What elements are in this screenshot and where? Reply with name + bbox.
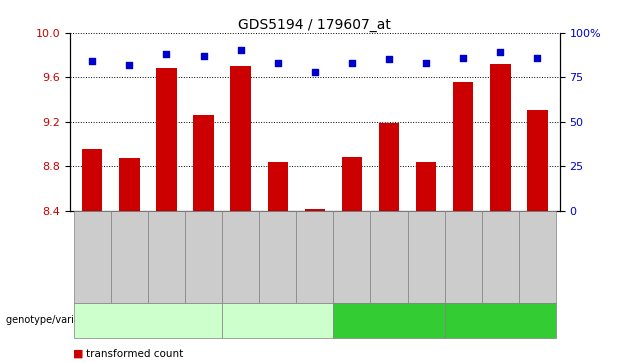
Title: GDS5194 / 179607_at: GDS5194 / 179607_at — [238, 18, 391, 32]
Text: lsp-1(qm150) ced-4(n116
2) double mutant: lsp-1(qm150) ced-4(n116 2) double mutant — [447, 311, 554, 330]
Text: genotype/variation  ▶: genotype/variation ▶ — [6, 315, 113, 325]
Bar — [230, 66, 251, 211]
Bar — [379, 123, 399, 211]
Text: GSM1305995: GSM1305995 — [310, 231, 319, 282]
Bar — [416, 162, 436, 211]
Text: GSM1306006: GSM1306006 — [496, 231, 505, 282]
Point — [421, 60, 431, 66]
Text: GSM1305993: GSM1305993 — [236, 231, 245, 282]
Point — [532, 55, 543, 61]
Text: GSM1305991: GSM1305991 — [162, 231, 171, 282]
Bar — [268, 162, 288, 211]
Point — [124, 62, 134, 68]
Bar — [527, 110, 548, 211]
Text: lsp-1(qm150) mutant: lsp-1(qm150) mutant — [233, 316, 322, 325]
Point — [495, 49, 506, 55]
Bar — [342, 157, 362, 211]
Bar — [305, 209, 325, 211]
Text: wild type: wild type — [128, 316, 167, 325]
Point — [458, 55, 468, 61]
Text: GSM1305989: GSM1305989 — [88, 231, 97, 282]
Text: GSM1305994: GSM1305994 — [273, 231, 282, 282]
Text: GSM1305992: GSM1305992 — [199, 231, 208, 282]
Text: GSM1306002: GSM1306002 — [347, 231, 356, 282]
Point — [347, 60, 357, 66]
Point — [273, 60, 283, 66]
Bar — [119, 158, 139, 211]
Text: ced-4(n1162) mutant: ced-4(n1162) mutant — [344, 316, 434, 325]
Text: GSM1306004: GSM1306004 — [422, 231, 431, 282]
Text: GSM1306005: GSM1306005 — [459, 231, 467, 282]
Point — [384, 56, 394, 62]
Point — [162, 51, 172, 57]
Text: ■: ■ — [73, 349, 84, 359]
Point — [310, 69, 320, 75]
Point — [235, 48, 245, 53]
Text: GSM1306003: GSM1306003 — [385, 231, 394, 282]
Bar — [193, 115, 214, 211]
Point — [198, 53, 209, 59]
Text: transformed count: transformed count — [86, 349, 183, 359]
Text: GSM1306007: GSM1306007 — [533, 231, 542, 282]
Bar — [82, 150, 102, 211]
Bar — [490, 64, 511, 211]
Bar — [453, 82, 473, 211]
Point — [87, 58, 97, 64]
Text: GSM1305990: GSM1305990 — [125, 231, 134, 282]
Bar — [156, 68, 177, 211]
